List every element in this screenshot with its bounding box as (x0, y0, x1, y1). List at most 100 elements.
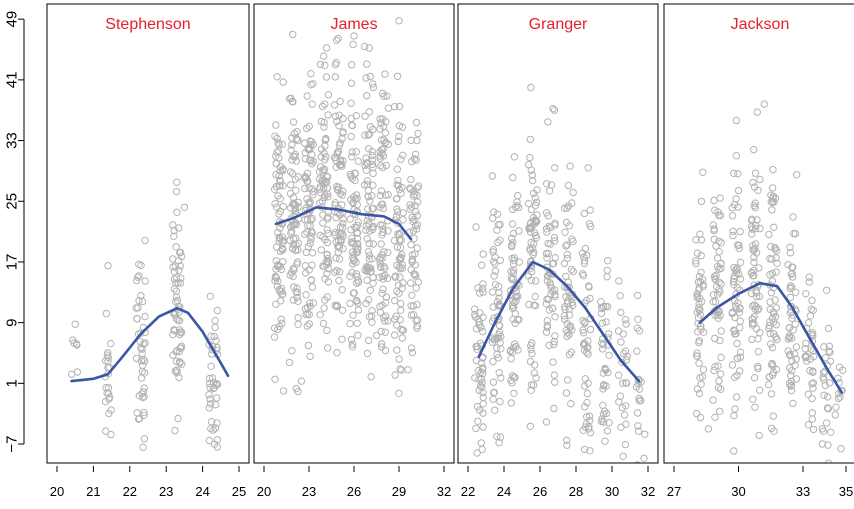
data-point (619, 452, 627, 460)
x-axis: 20 23 26 29 32 (257, 466, 451, 499)
data-point (695, 389, 704, 398)
data-point (292, 134, 301, 143)
data-point (497, 374, 505, 382)
data-point (802, 290, 810, 298)
data-point (605, 419, 613, 427)
data-point (369, 169, 377, 178)
data-point (549, 104, 557, 113)
data-point (294, 198, 302, 207)
data-point (735, 270, 743, 278)
data-point (584, 282, 593, 290)
data-point (533, 186, 541, 194)
data-point (70, 339, 78, 347)
data-point (308, 100, 316, 108)
data-point (824, 405, 832, 413)
data-point (770, 427, 778, 435)
data-point (550, 337, 558, 346)
y-tick-label: 17 (4, 254, 21, 271)
data-point (383, 92, 391, 100)
data-point (493, 210, 502, 218)
data-point (413, 300, 421, 309)
data-point (365, 108, 374, 116)
data-point (172, 279, 180, 287)
data-point (372, 331, 381, 340)
data-point (382, 191, 390, 199)
data-point (316, 199, 324, 207)
data-point (297, 377, 306, 385)
data-point (545, 187, 554, 195)
data-point (614, 327, 623, 335)
data-point (322, 44, 331, 52)
data-point (808, 329, 817, 337)
data-point (733, 283, 742, 292)
data-point (802, 352, 810, 360)
data-point (791, 320, 799, 328)
data-point (290, 129, 299, 138)
data-point (172, 274, 181, 282)
data-point (473, 345, 481, 353)
data-point (602, 366, 610, 374)
data-point (278, 140, 286, 148)
data-point (511, 319, 519, 328)
data-point (717, 259, 725, 267)
data-point (581, 318, 589, 326)
data-point (586, 294, 594, 303)
data-point (210, 332, 219, 341)
data-point (525, 199, 533, 208)
data-point (637, 396, 645, 405)
data-point (567, 348, 575, 356)
data-point (602, 409, 611, 418)
data-point (176, 248, 185, 257)
data-point (717, 327, 725, 335)
data-point (732, 195, 740, 203)
data-point (750, 258, 758, 266)
data-point (728, 361, 737, 369)
data-point (478, 378, 486, 387)
data-point (138, 297, 147, 306)
data-point (290, 235, 298, 243)
data-point (276, 235, 284, 243)
data-point (285, 94, 294, 103)
data-point (713, 254, 722, 262)
data-point (477, 323, 485, 332)
data-point (141, 312, 149, 321)
data-point (172, 347, 180, 356)
data-point (406, 184, 414, 192)
data-point (472, 223, 480, 231)
data-point (496, 256, 504, 265)
data-point (818, 425, 826, 433)
data-point (333, 301, 341, 310)
data-point (352, 258, 360, 266)
data-point (734, 186, 743, 195)
data-point (331, 228, 339, 237)
data-point (602, 302, 610, 310)
data-point (617, 338, 625, 346)
data-point (564, 376, 572, 384)
data-point (205, 391, 213, 399)
data-point (479, 327, 487, 336)
data-point (347, 132, 355, 141)
data-point (173, 296, 182, 305)
data-point (348, 60, 356, 69)
data-point (716, 336, 724, 345)
data-point (287, 268, 296, 277)
data-point (132, 354, 141, 363)
data-point (562, 242, 570, 250)
data-point (317, 145, 326, 153)
data-point (619, 330, 627, 338)
data-point (601, 437, 609, 445)
data-point (733, 339, 741, 348)
data-point (175, 373, 183, 382)
data-point (729, 231, 737, 240)
data-point (304, 341, 313, 350)
data-point (714, 308, 723, 317)
data-point (394, 230, 402, 238)
data-point (271, 200, 279, 208)
data-point (384, 227, 392, 235)
data-point (305, 310, 313, 319)
data-point (824, 459, 833, 463)
data-point (802, 339, 810, 348)
data-point (692, 260, 700, 268)
data-point (393, 346, 401, 354)
data-point (710, 366, 718, 375)
